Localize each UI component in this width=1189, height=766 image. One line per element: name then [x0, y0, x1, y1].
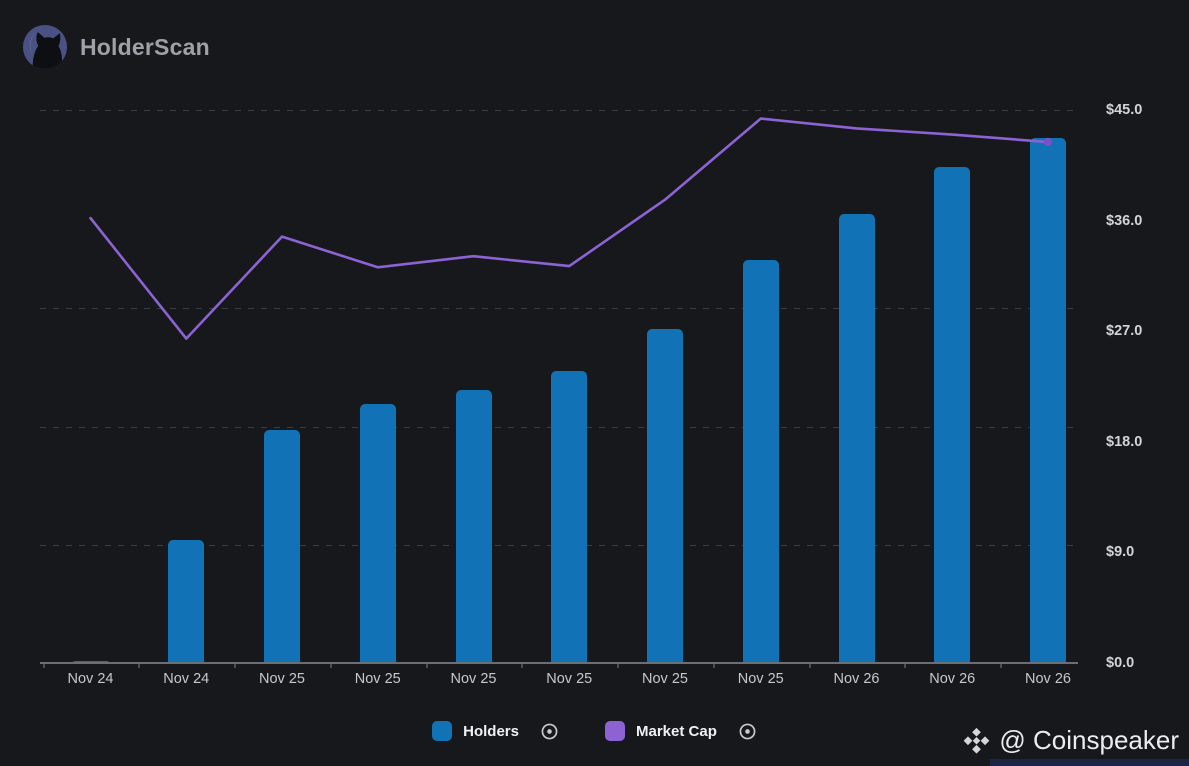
x-axis-tick [138, 664, 141, 668]
x-axis-tick [329, 664, 332, 668]
x-axis-tick [808, 664, 811, 668]
x-axis-tick [617, 664, 620, 668]
legend-item-market-cap[interactable]: Market Cap [605, 721, 757, 741]
legend: Holders Market Cap [0, 721, 1189, 741]
y-axis-label: $27.0 [1106, 323, 1143, 340]
holders-bar[interactable] [551, 370, 588, 663]
holders-bar[interactable] [264, 429, 300, 663]
y-axis-label: $18.0 [1106, 433, 1143, 450]
x-axis-tick [234, 664, 237, 668]
y-axis-label: $45.0 [1106, 102, 1143, 118]
holders-bar[interactable] [934, 166, 971, 663]
binance-diamond-icon [964, 727, 990, 754]
holderscan-cat-logo-icon [22, 24, 68, 70]
gridline [40, 110, 1078, 112]
holders-visibility-eye-icon[interactable] [540, 722, 559, 741]
x-axis-line [40, 662, 1078, 664]
holders-bar[interactable] [168, 540, 205, 663]
y-axis-label: $36.0 [1106, 212, 1143, 229]
gridline [40, 308, 1078, 310]
x-axis-label: Nov 25 [642, 671, 688, 687]
x-axis-tick [1000, 664, 1003, 668]
legend-label-holders: Holders [463, 722, 519, 740]
x-axis-label: Nov 25 [259, 671, 305, 687]
x-axis-label: Nov 25 [737, 671, 784, 687]
header: HolderScan [22, 24, 210, 70]
x-axis-label: Nov 26 [833, 671, 880, 687]
holders-bar[interactable] [455, 390, 492, 663]
x-axis-label: Nov 26 [1025, 671, 1071, 687]
holders-bar[interactable] [838, 214, 875, 663]
x-axis-tick [904, 664, 907, 668]
legend-label-market-cap: Market Cap [636, 722, 717, 740]
coinspeaker-text: @ Coinspeaker [999, 725, 1179, 755]
y-axis-label: $9.0 [1106, 544, 1135, 561]
x-axis-tick [521, 664, 524, 668]
holders-bar[interactable] [359, 403, 396, 663]
holders-bar[interactable] [1030, 138, 1066, 663]
holders-swatch [432, 721, 453, 741]
x-axis-label: Nov 26 [929, 671, 976, 687]
x-axis-label: Nov 24 [163, 671, 210, 687]
x-axis-label: Nov 24 [67, 671, 114, 687]
holders-bar[interactable] [742, 259, 779, 663]
x-axis-tick [425, 664, 428, 668]
holders-bar[interactable] [647, 328, 683, 663]
y-axis-label: $0.0 [1106, 655, 1135, 671]
legend-item-holders[interactable]: Holders [432, 721, 559, 741]
market-cap-visibility-eye-icon[interactable] [738, 722, 757, 741]
x-axis-tick [42, 664, 45, 668]
x-axis-label: Nov 25 [546, 671, 593, 687]
x-axis-tick [712, 664, 715, 668]
market-cap-swatch [605, 721, 625, 741]
x-axis-label: Nov 25 [450, 671, 497, 687]
coinspeaker-watermark: @ Coinspeaker [963, 725, 1179, 756]
app-title: HolderScan [80, 33, 210, 60]
x-axis-label: Nov 25 [354, 671, 401, 687]
bottom-accent-strip [990, 759, 1189, 766]
